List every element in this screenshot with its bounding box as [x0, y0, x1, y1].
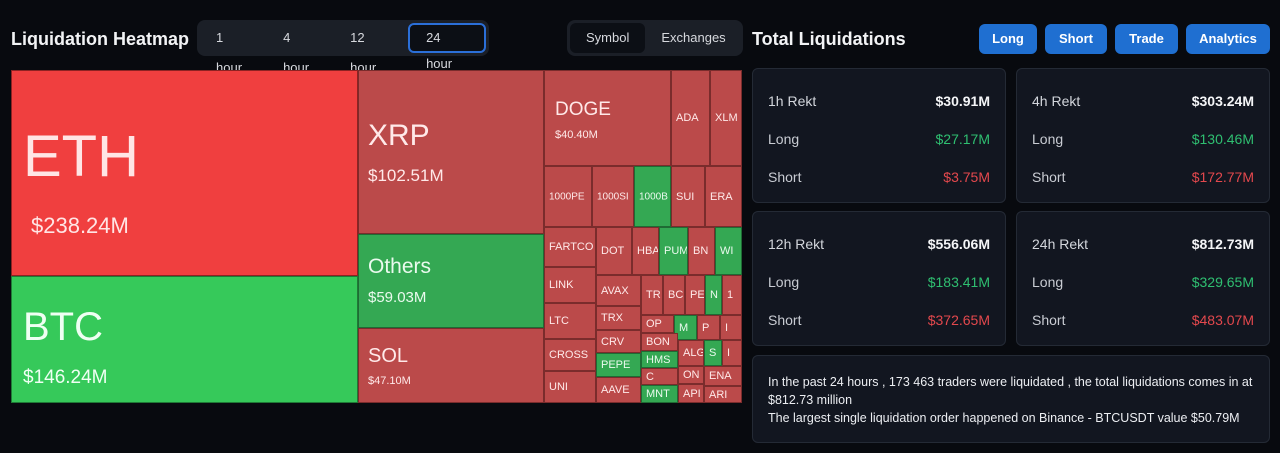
view-exchanges[interactable]: Exchanges: [661, 30, 726, 45]
tile-i[interactable]: I: [720, 315, 742, 340]
tile-ena[interactable]: ENA: [704, 366, 742, 386]
short-button[interactable]: Short: [1045, 24, 1107, 54]
tile-trx[interactable]: TRX: [596, 306, 641, 330]
time-1h[interactable]: 1 hour: [216, 30, 243, 75]
tile-crv[interactable]: CRV: [596, 330, 641, 353]
tile-uni[interactable]: UNI: [544, 371, 596, 403]
tile-ltc[interactable]: LTC: [544, 303, 596, 339]
tile-others[interactable]: Others $59.03M: [358, 234, 544, 328]
tile-n[interactable]: N: [705, 275, 722, 315]
tile-bon[interactable]: BON: [641, 333, 678, 351]
tile-1000pe[interactable]: 1000PE: [544, 166, 592, 227]
time-12h[interactable]: 12 hour: [350, 30, 377, 75]
heatmap: ETH $238.24M BTC $146.24M XRP $102.51M O…: [11, 70, 742, 403]
tile-bn[interactable]: BN: [688, 227, 715, 275]
tile-c[interactable]: C: [641, 368, 678, 385]
time-4h[interactable]: 4 hour: [283, 30, 310, 75]
tile-1[interactable]: 1: [722, 275, 742, 315]
tile-pe[interactable]: PE: [685, 275, 705, 315]
tile-fartco[interactable]: FARTCO: [544, 227, 596, 267]
analytics-button[interactable]: Analytics: [1186, 24, 1270, 54]
time-24h[interactable]: 24 hour: [408, 23, 486, 71]
tile-s[interactable]: S: [704, 340, 722, 366]
tile-pepe[interactable]: PEPE: [596, 353, 641, 377]
summary-line-2: The largest single liquidation order hap…: [768, 411, 1240, 425]
tile-tr[interactable]: TR: [641, 275, 663, 315]
tile-pum[interactable]: PUM: [659, 227, 688, 275]
tile-op[interactable]: OP: [641, 315, 674, 333]
tile-ari[interactable]: ARI: [704, 386, 742, 403]
tile-sui[interactable]: SUI: [671, 166, 705, 227]
tile-xlm[interactable]: XLM: [710, 70, 742, 166]
total-title: Total Liquidations: [752, 29, 906, 49]
view-toggle: Symbol Exchanges: [567, 20, 743, 56]
tile-dot[interactable]: DOT: [596, 227, 632, 275]
long-button[interactable]: Long: [979, 24, 1037, 54]
tile-xrp[interactable]: XRP $102.51M: [358, 70, 544, 234]
summary-card: In the past 24 hours , 173 463 traders w…: [752, 355, 1270, 443]
tile-link[interactable]: LINK: [544, 267, 596, 303]
tile-on[interactable]: ON: [678, 366, 704, 384]
tile-cross[interactable]: CROSS: [544, 339, 596, 371]
tile-wi[interactable]: WI: [715, 227, 742, 275]
tile-1000b[interactable]: 1000B: [634, 166, 671, 227]
heatmap-title: Liquidation Heatmap: [11, 29, 190, 49]
card-24h: 24h Rekt $812.73M Long $329.65M Short $483.…: [1016, 211, 1270, 346]
view-symbol[interactable]: Symbol: [570, 23, 646, 53]
tile-1000si[interactable]: 1000SI: [592, 166, 634, 227]
summary-line-1: In the past 24 hours , 173 463 traders w…: [768, 375, 1253, 407]
tile-eth[interactable]: ETH $238.24M: [11, 70, 358, 276]
tile-alg[interactable]: ALG: [678, 340, 704, 366]
tile-btc[interactable]: BTC $146.24M: [11, 276, 358, 403]
tile-mnt[interactable]: MNT: [641, 385, 678, 403]
card-1h: 1h Rekt $30.91M Long $27.17M Short $3.75M: [752, 68, 1006, 203]
tile-hms[interactable]: HMS: [641, 351, 678, 368]
tile-aave[interactable]: AAVE: [596, 377, 641, 403]
card-12h: 12h Rekt $556.06M Long $183.41M Short $372.…: [752, 211, 1006, 346]
tile-doge[interactable]: DOGE $40.40M: [544, 70, 671, 166]
tile-ada[interactable]: ADA: [671, 70, 710, 166]
card-4h: 4h Rekt $303.24M Long $130.46M Short $172.7…: [1016, 68, 1270, 203]
tile-avax[interactable]: AVAX: [596, 275, 641, 306]
tile-hba[interactable]: HBA: [632, 227, 659, 275]
tile-era[interactable]: ERA: [705, 166, 742, 227]
tile-m[interactable]: M: [674, 315, 697, 340]
tile-sol[interactable]: SOL $47.10M: [358, 328, 544, 403]
tile-api[interactable]: API: [678, 384, 704, 403]
tile-p[interactable]: P: [697, 315, 720, 340]
time-filter: 1 hour 4 hour 12 hour 24 hour: [197, 20, 489, 75]
tile-i2[interactable]: I: [722, 340, 742, 366]
tile-bc[interactable]: BC: [663, 275, 685, 315]
trade-button[interactable]: Trade: [1115, 24, 1178, 54]
